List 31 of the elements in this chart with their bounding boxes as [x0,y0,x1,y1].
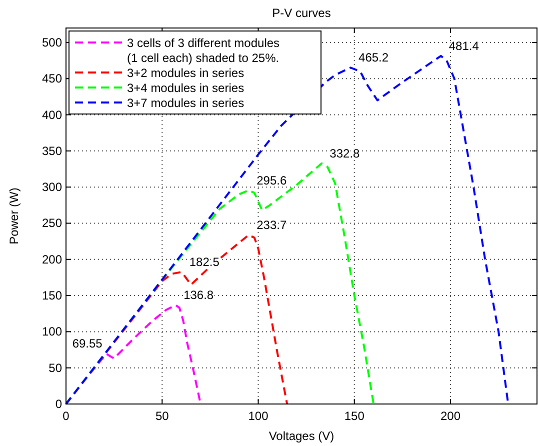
y-tick-label: 300 [42,180,62,194]
y-tick-label: 0 [55,397,62,411]
y-axis-title: Power (W) [7,188,21,244]
x-tick-label: 200 [440,409,461,423]
y-tick-label: 150 [42,288,62,303]
x-tick-label: 50 [155,409,170,423]
annotation: 481.4 [448,38,480,53]
y-tick-label: 100 [42,324,62,339]
y-tick-label: 350 [42,144,62,158]
x-tick-label: 150 [344,409,365,423]
y-tick-label: 50 [48,360,62,375]
legend-label: 3+7 modules in series [127,96,244,110]
y-tick-label: 450 [42,72,62,86]
y-tick-label: 500 [42,35,62,50]
annotation: 136.8 [184,288,214,302]
line-series [65,54,510,405]
annotation: 465.2 [358,50,389,65]
annotation: 332.8 [330,146,360,160]
x-tick-label: 100 [248,409,269,423]
legend-label: 3+4 modules in series [127,81,244,95]
annotation: 233.7 [256,218,287,232]
legend-label: 3 cells of 3 different modules (1 cell each) shaded to 25%. [127,36,280,65]
y-tick-label: 200 [42,252,62,266]
annotation: 295.6 [256,173,287,188]
y-tick-label: 250 [42,216,62,230]
chart-title: P-V curves [272,6,331,20]
y-tick-label: 400 [42,108,62,122]
legend-label: 3+2 modules in series [127,66,244,80]
annotation: 69.55 [72,336,103,351]
x-axis-title: Voltages (V) [268,429,334,443]
annotation: 182.5 [189,255,220,270]
